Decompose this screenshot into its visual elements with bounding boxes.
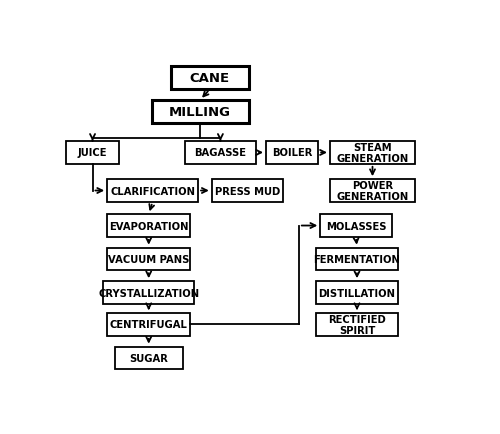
Text: DISTILLATION: DISTILLATION [318,288,396,298]
Bar [316,313,398,336]
Bar [330,180,415,202]
Text: BOILER: BOILER [272,148,312,158]
Bar [103,281,194,304]
Bar [107,180,198,202]
Text: CLARIFICATION: CLARIFICATION [110,186,195,196]
Text: CANE: CANE [190,72,230,85]
Text: MOLASSES: MOLASSES [326,221,386,231]
Text: SUGAR: SUGAR [130,353,168,363]
Bar [316,281,398,304]
Text: PRESS MUD: PRESS MUD [215,186,280,196]
Text: RECTIFIED
SPIRIT: RECTIFIED SPIRIT [328,314,386,335]
Bar [316,248,398,271]
Bar [66,141,118,164]
Text: MILLING: MILLING [169,105,231,118]
Text: JUICE: JUICE [78,148,108,158]
Bar [107,248,190,271]
Text: POWER
GENERATION: POWER GENERATION [336,180,408,202]
Text: STEAM
GENERATION: STEAM GENERATION [336,142,408,164]
Bar [184,141,256,164]
Bar [115,347,182,370]
Text: EVAPORATION: EVAPORATION [109,221,188,231]
Text: VACUUM PANS: VACUUM PANS [108,254,190,264]
Text: FERMENTATION: FERMENTATION [314,254,400,264]
Bar [330,141,415,164]
Bar [107,313,190,336]
Bar [212,180,284,202]
Bar [171,67,248,90]
Text: BAGASSE: BAGASSE [194,148,246,158]
Bar [107,214,190,237]
Bar [152,101,248,123]
Text: CENTRIFUGAL: CENTRIFUGAL [110,320,188,330]
Bar [320,214,392,237]
Bar [266,141,318,164]
Text: CRYSTALLIZATION: CRYSTALLIZATION [98,288,200,298]
